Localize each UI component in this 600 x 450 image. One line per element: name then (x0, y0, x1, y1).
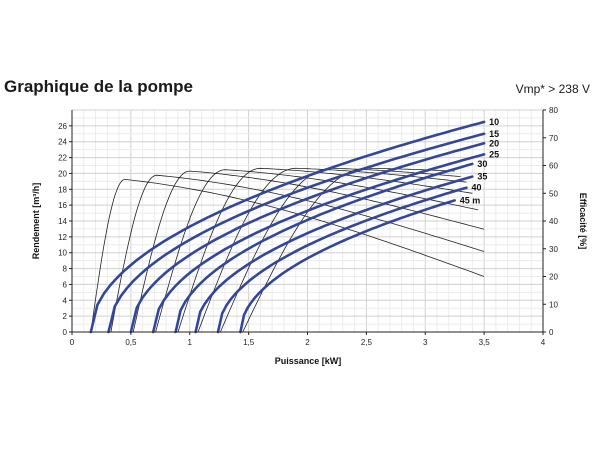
page-title: Graphique de la pompe (4, 77, 193, 96)
y-axis-label: Rendement [m³/h] (31, 183, 41, 260)
flow-curve-30 (174, 162, 474, 334)
axes: 0 0,5 1 1,5 2 2,5 3 3,5 402468101214161820222426… (58, 106, 558, 347)
x-tick-label: 0 (70, 338, 75, 347)
y2-axis-label: Efficacité [%] (578, 193, 588, 250)
y2-tick-label: 0 (549, 328, 554, 337)
grid (71, 109, 544, 333)
x-tick-label: 2,5 (361, 338, 373, 347)
efficiency-curve-35 (197, 167, 467, 333)
y-tick-label: 18 (58, 185, 67, 194)
curve-label-45m: 45 m (460, 195, 481, 205)
y-tick-label: 26 (58, 122, 67, 131)
y2-tick-label: 20 (549, 273, 558, 282)
curve-label-30: 30 (477, 159, 487, 169)
flow-curves (89, 120, 486, 334)
y2-tick-label: 10 (549, 300, 558, 309)
y-tick-label: 12 (58, 233, 67, 242)
curve-label-35: 35 (477, 172, 487, 182)
y-tick-label: 16 (58, 201, 67, 210)
y2-tick-label: 30 (549, 245, 558, 254)
x-tick-label: 1,5 (243, 338, 255, 347)
y-tick-label: 6 (63, 280, 68, 289)
flow-curve-25 (151, 153, 486, 334)
curve-label-25: 25 (489, 149, 499, 159)
y-tick-label: 20 (58, 169, 67, 178)
x-tick-label: 0,5 (125, 338, 137, 347)
curve-label-20: 20 (489, 138, 499, 148)
y-tick-label: 4 (63, 296, 68, 305)
efficiency-curve-10 (90, 178, 485, 333)
y2-tick-label: 70 (549, 134, 558, 143)
flow-curve-10 (89, 120, 486, 334)
x-tick-label: 2 (305, 338, 310, 347)
curve-label-40: 40 (471, 183, 481, 193)
efficiency-curve-25 (155, 169, 479, 333)
y-tick-label: 0 (63, 328, 68, 337)
x-axis-label: Puissance [kW] (275, 356, 342, 366)
y-tick-label: 10 (58, 249, 67, 258)
curve-label-15: 15 (489, 129, 499, 139)
y2-tick-label: 40 (549, 217, 558, 226)
x-tick-label: 3 (423, 338, 428, 347)
flow-curve-15 (107, 132, 486, 334)
efficiency-curve-15 (110, 174, 485, 333)
flow-curve-45m (239, 199, 456, 334)
y2-tick-label: 50 (549, 189, 558, 198)
x-tick-label: 1 (188, 338, 193, 347)
curve-label-10: 10 (489, 117, 499, 127)
y-tick-label: 2 (63, 312, 68, 321)
y-tick-label: 24 (58, 138, 67, 147)
flow-curve-20 (129, 142, 486, 334)
x-tick-label: 3,5 (479, 338, 491, 347)
efficiency-curve-40 (220, 167, 461, 333)
y2-tick-label: 80 (549, 106, 558, 115)
efficiency-curve-20 (132, 170, 485, 333)
x-tick-label: 4 (541, 338, 546, 347)
voltage-subtitle: Vmp* > 238 V (515, 82, 590, 96)
y2-tick-label: 60 (549, 162, 558, 171)
flow-curve-40 (216, 186, 468, 334)
y-tick-label: 8 (63, 265, 68, 274)
y-tick-label: 22 (58, 154, 67, 163)
y-tick-label: 14 (58, 217, 67, 226)
flow-curve-35 (194, 175, 474, 334)
